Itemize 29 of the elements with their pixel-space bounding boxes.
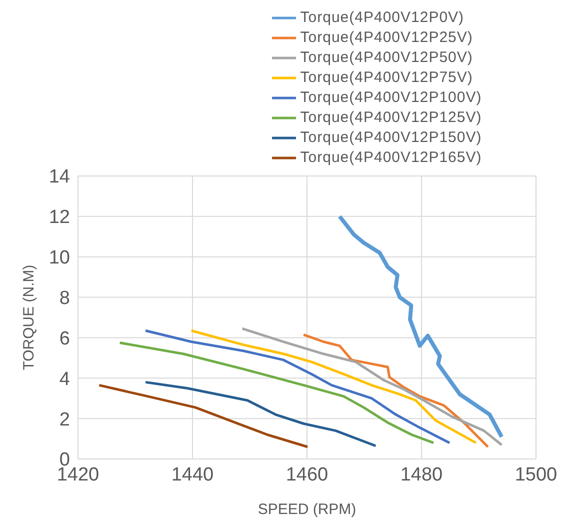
- line-series: [190, 329, 478, 444]
- y-tick-label: 12: [48, 207, 70, 228]
- y-tick-label: 2: [59, 409, 70, 430]
- y-axis-title: TORQUE (N.M): [20, 264, 38, 370]
- legend-label: Torque(4P400V12P100V): [300, 88, 482, 108]
- y-tick-label: 6: [59, 328, 70, 350]
- line-series: [338, 214, 504, 439]
- legend-label: Torque(4P400V12P0V): [300, 8, 464, 28]
- legend-label: Torque(4P400V12P50V): [300, 48, 473, 68]
- line-series: [144, 329, 451, 444]
- legend-label: Torque(4P400V12P150V): [300, 128, 482, 148]
- legend-label: Torque(4P400V12P125V): [300, 108, 482, 128]
- line-series: [302, 333, 490, 448]
- legend-label: Torque(4P400V12P165V): [300, 148, 482, 168]
- line-series: [118, 342, 435, 444]
- legend-label: Torque(4P400V12P25V): [300, 28, 473, 48]
- x-axis-title: SPEED (RPM): [258, 501, 356, 518]
- x-tick-label: 1480: [400, 464, 443, 486]
- legend-label: Torque(4P400V12P75V): [300, 68, 473, 88]
- line-series: [144, 380, 377, 448]
- x-tick-label: 1440: [171, 464, 214, 486]
- x-tick-label: 1460: [286, 464, 328, 486]
- y-tick-label: 4: [59, 368, 70, 390]
- y-tick-label: 10: [48, 248, 70, 269]
- y-tick-label: 8: [59, 288, 70, 310]
- line-series: [241, 327, 503, 446]
- x-tick-label: 1500: [514, 464, 558, 486]
- y-tick-label: 14: [48, 166, 70, 188]
- line-series: [98, 384, 309, 448]
